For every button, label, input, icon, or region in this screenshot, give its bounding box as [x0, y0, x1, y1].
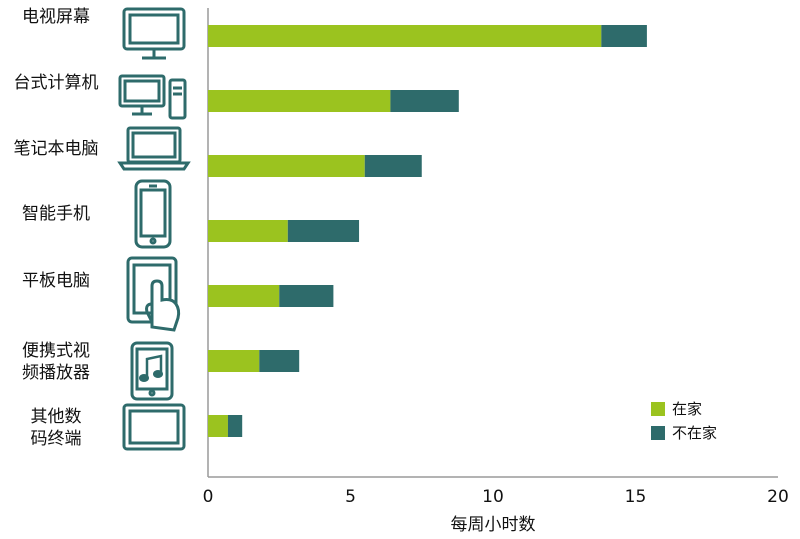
legend-swatch-0 [651, 402, 665, 416]
category-label-line: 平板电脑 [22, 271, 90, 291]
other-device-icon [122, 403, 186, 451]
category-label-line: 其他数 [30, 407, 82, 427]
x-tick-label: 0 [203, 487, 214, 507]
category-label-line: 智能手机 [22, 204, 90, 224]
bar-away-3 [287, 220, 360, 242]
laptop-icon [117, 126, 191, 171]
category-label-line: 频播放器 [22, 363, 90, 383]
bar-home-3 [208, 220, 288, 242]
legend-swatch-1 [651, 426, 665, 440]
category-label: 智能手机 [0, 203, 112, 225]
bar-home-1 [208, 90, 391, 112]
category-label: 其他数 码终端 [0, 406, 112, 450]
x-tick-label: 15 [625, 487, 647, 507]
category-label-line: 码终端 [30, 429, 82, 449]
x-tick-group: 0 5 10 15 20 [203, 487, 789, 507]
x-tick-label: 5 [345, 487, 356, 507]
category-label: 平板电脑 [0, 270, 112, 292]
bar-away-2 [364, 155, 422, 177]
bar-home-2 [208, 155, 365, 177]
legend-label-0: 在家 [672, 400, 702, 418]
legend-label-1: 不在家 [672, 424, 717, 442]
bar-home-0 [208, 25, 602, 47]
desktop-computer-icon [118, 74, 187, 120]
bar-home-4 [208, 285, 280, 307]
bar-away-5 [259, 350, 300, 372]
category-label: 电视屏幕 [0, 6, 112, 28]
bar-group [208, 25, 647, 437]
tablet-touch-icon [126, 256, 181, 332]
x-axis-label: 每周小时数 [451, 515, 536, 535]
category-label: 台式计算机 [0, 72, 112, 94]
x-tick-label: 20 [767, 487, 789, 507]
category-label-line: 笔记本电脑 [13, 139, 99, 159]
category-label: 便携式视 频播放器 [0, 340, 112, 384]
bar-away-0 [601, 25, 647, 47]
bar-away-6 [227, 415, 243, 437]
category-label-line: 台式计算机 [13, 73, 99, 93]
music-player-icon [130, 341, 174, 401]
bar-home-5 [208, 350, 260, 372]
category-label-line: 电视屏幕 [22, 7, 90, 27]
bar-away-4 [279, 285, 334, 307]
bar-home-6 [208, 415, 228, 437]
bar-away-1 [390, 90, 459, 112]
category-label-line: 便携式视 [22, 341, 90, 361]
tv-icon [122, 7, 186, 60]
x-tick-label: 10 [482, 487, 504, 507]
category-label: 笔记本电脑 [0, 138, 112, 160]
smartphone-icon [134, 179, 172, 249]
